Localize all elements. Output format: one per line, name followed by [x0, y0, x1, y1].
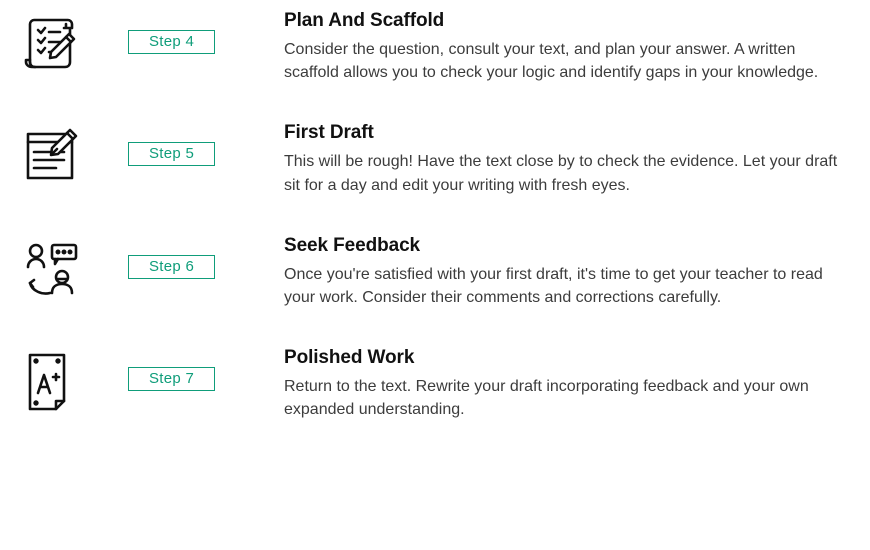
step-badge-col: Step 5	[98, 122, 258, 166]
steps-list: Step 4 Plan And Scaffold Consider the qu…	[20, 10, 840, 422]
step-row: Step 4 Plan And Scaffold Consider the qu…	[20, 10, 840, 84]
step-badge-col: Step 4	[98, 10, 258, 54]
step-title: Plan And Scaffold	[284, 10, 840, 32]
step-desc: Return to the text. Rewrite your draft i…	[284, 375, 840, 421]
step-desc: This will be rough! Have the text close …	[284, 150, 840, 196]
scroll-checklist-icon	[20, 10, 98, 76]
step-desc: Once you're satisfied with your first dr…	[284, 263, 840, 309]
grade-paper-icon	[20, 347, 98, 413]
paper-pencil-icon	[20, 122, 98, 188]
step-text: Polished Work Return to the text. Rewrit…	[258, 347, 840, 421]
step-title: Seek Feedback	[284, 235, 840, 257]
step-badge: Step 4	[128, 30, 215, 54]
step-badge: Step 6	[128, 255, 215, 279]
step-badge-col: Step 6	[98, 235, 258, 279]
step-badge-col: Step 7	[98, 347, 258, 391]
step-row: Step 6 Seek Feedback Once you're satisfi…	[20, 235, 840, 309]
step-text: Plan And Scaffold Consider the question,…	[258, 10, 840, 84]
step-desc: Consider the question, consult your text…	[284, 38, 840, 84]
step-text: Seek Feedback Once you're satisfied with…	[258, 235, 840, 309]
step-title: First Draft	[284, 122, 840, 144]
step-row: Step 5 First Draft This will be rough! H…	[20, 122, 840, 196]
step-row: Step 7 Polished Work Return to the text.…	[20, 347, 840, 421]
feedback-people-icon	[20, 235, 98, 301]
step-text: First Draft This will be rough! Have the…	[258, 122, 840, 196]
step-title: Polished Work	[284, 347, 840, 369]
step-badge: Step 5	[128, 142, 215, 166]
step-badge: Step 7	[128, 367, 215, 391]
